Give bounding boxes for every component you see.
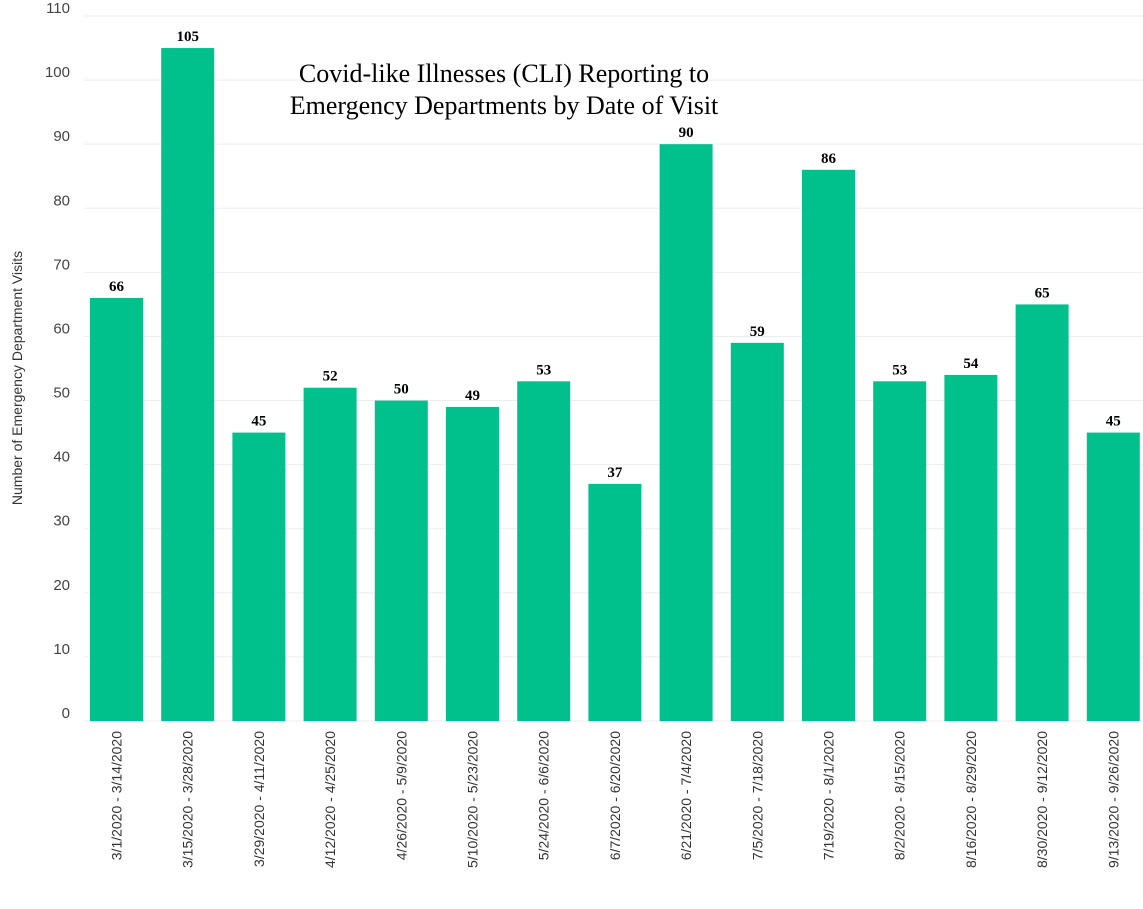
y-tick-label: 10 <box>53 641 70 658</box>
data-label: 53 <box>892 362 907 378</box>
data-label: 37 <box>607 465 623 481</box>
chart-title-line-1: Covid-like Illnesses (CLI) Reporting to <box>299 59 709 88</box>
bar <box>1015 304 1069 721</box>
x-tick-label: 4/26/2020 - 5/9/2020 <box>393 731 409 860</box>
x-tick-label: 4/12/2020 - 4/25/2020 <box>322 731 338 868</box>
x-tick-label: 6/21/2020 - 7/4/2020 <box>678 731 694 860</box>
bar <box>374 400 428 721</box>
y-tick-label: 20 <box>53 577 70 594</box>
bar <box>161 48 215 721</box>
y-tick-label: 110 <box>46 0 70 17</box>
x-tick-label: 3/15/2020 - 3/28/2020 <box>180 731 196 868</box>
bar <box>802 169 855 721</box>
y-tick-label: 60 <box>53 320 70 337</box>
y-axis-ticks: 0 10 20 30 40 50 60 70 80 90 100 110 <box>45 0 70 722</box>
x-tick-label: 5/24/2020 - 6/6/2020 <box>536 731 552 860</box>
data-label: 49 <box>465 388 480 404</box>
x-tick-label: 7/19/2020 - 8/1/2020 <box>821 731 837 860</box>
data-label: 53 <box>536 362 551 378</box>
y-tick-label: 50 <box>53 385 70 402</box>
data-label: 54 <box>963 356 979 372</box>
y-tick-label: 100 <box>45 64 70 81</box>
bar <box>944 374 998 721</box>
data-label: 90 <box>679 125 694 141</box>
data-label: 65 <box>1035 285 1050 301</box>
y-tick-label: 90 <box>53 128 70 145</box>
data-label: 105 <box>176 29 199 45</box>
y-tick-label: 80 <box>53 192 70 209</box>
x-tick-label: 8/30/2020 - 9/12/2020 <box>1034 731 1050 868</box>
bar <box>517 381 571 721</box>
x-tick-label: 3/1/2020 - 3/14/2020 <box>109 731 125 860</box>
bar <box>730 342 784 721</box>
bar <box>446 406 499 721</box>
x-tick-label: 8/16/2020 - 8/29/2020 <box>963 731 979 868</box>
bar <box>90 298 143 721</box>
bar <box>232 432 286 721</box>
y-tick-label: 0 <box>62 705 70 722</box>
y-tick-label: 70 <box>53 256 70 273</box>
x-tick-label: 6/7/2020 - 6/20/2020 <box>607 731 623 860</box>
bar <box>303 387 357 721</box>
data-label: 52 <box>323 369 338 385</box>
x-axis-ticks: 3/1/2020 - 3/14/2020 3/15/2020 - 3/28/202… <box>109 731 1122 868</box>
y-axis-label: Number of Emergency Department Visits <box>9 251 25 505</box>
data-label: 45 <box>251 414 266 430</box>
bars <box>90 48 1140 721</box>
data-label: 45 <box>1106 414 1121 430</box>
x-tick-label: 3/29/2020 - 4/11/2020 <box>251 731 267 867</box>
bar <box>873 381 927 721</box>
x-tick-label: 5/10/2020 - 5/23/2020 <box>465 731 481 868</box>
x-tick-label: 7/5/2020 - 7/18/2020 <box>749 731 765 860</box>
bar <box>659 144 713 721</box>
data-label: 66 <box>109 279 125 295</box>
data-label: 50 <box>394 382 409 398</box>
y-tick-label: 30 <box>53 513 70 530</box>
data-label: 59 <box>750 324 765 340</box>
data-labels: 66 105 45 52 50 49 53 37 90 59 86 53 54 65 45 <box>109 29 1121 481</box>
data-label: 86 <box>821 151 837 167</box>
y-tick-label: 40 <box>53 449 70 466</box>
bar <box>1086 432 1140 721</box>
bar <box>588 483 642 721</box>
x-tick-label: 8/2/2020 - 8/15/2020 <box>892 731 908 860</box>
x-tick-label: 9/13/2020 - 9/26/2020 <box>1105 731 1121 868</box>
chart-title-line-2: Emergency Departments by Date of Visit <box>290 91 719 120</box>
